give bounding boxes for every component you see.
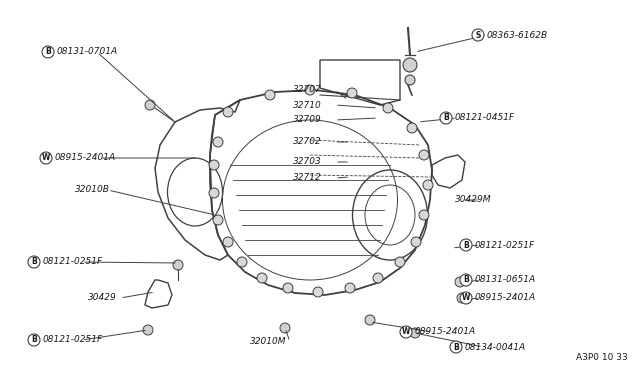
Circle shape bbox=[455, 277, 465, 287]
Text: B: B bbox=[463, 241, 469, 250]
Text: 32702: 32702 bbox=[293, 138, 322, 147]
Circle shape bbox=[237, 257, 247, 267]
Circle shape bbox=[460, 292, 472, 304]
Text: 30429M: 30429M bbox=[455, 196, 492, 205]
Text: 08915-2401A: 08915-2401A bbox=[55, 154, 116, 163]
Circle shape bbox=[419, 150, 429, 160]
Circle shape bbox=[283, 283, 293, 293]
Circle shape bbox=[457, 293, 467, 303]
Text: B: B bbox=[31, 257, 37, 266]
Text: B: B bbox=[453, 343, 459, 352]
Circle shape bbox=[280, 323, 290, 333]
Text: 08915-2401A: 08915-2401A bbox=[415, 327, 476, 337]
Circle shape bbox=[223, 237, 233, 247]
Circle shape bbox=[28, 334, 40, 346]
Text: B: B bbox=[443, 113, 449, 122]
Text: 08121-0251F: 08121-0251F bbox=[475, 241, 535, 250]
Text: 08121-0451F: 08121-0451F bbox=[455, 113, 515, 122]
Circle shape bbox=[213, 137, 223, 147]
Circle shape bbox=[145, 100, 155, 110]
Text: 08915-2401A: 08915-2401A bbox=[475, 294, 536, 302]
Text: W: W bbox=[402, 327, 410, 337]
Text: 08131-0651A: 08131-0651A bbox=[475, 276, 536, 285]
Circle shape bbox=[40, 152, 52, 164]
Circle shape bbox=[313, 287, 323, 297]
Circle shape bbox=[365, 315, 375, 325]
Text: 32712: 32712 bbox=[293, 173, 322, 183]
Text: 32703: 32703 bbox=[293, 157, 322, 167]
Circle shape bbox=[173, 260, 183, 270]
Text: 08121-0251F: 08121-0251F bbox=[43, 257, 103, 266]
Text: A3P0 10 33: A3P0 10 33 bbox=[576, 353, 628, 362]
Circle shape bbox=[28, 256, 40, 268]
Text: W: W bbox=[42, 154, 50, 163]
Circle shape bbox=[265, 90, 275, 100]
Circle shape bbox=[373, 273, 383, 283]
Text: 08363-6162B: 08363-6162B bbox=[487, 31, 548, 39]
Text: B: B bbox=[31, 336, 37, 344]
Text: 32010M: 32010M bbox=[250, 337, 287, 346]
Text: 08131-0701A: 08131-0701A bbox=[57, 48, 118, 57]
Circle shape bbox=[407, 123, 417, 133]
Circle shape bbox=[400, 326, 412, 338]
Circle shape bbox=[143, 325, 153, 335]
Circle shape bbox=[305, 85, 315, 95]
Text: W: W bbox=[462, 294, 470, 302]
Circle shape bbox=[460, 274, 472, 286]
Text: 32710: 32710 bbox=[293, 100, 322, 109]
Circle shape bbox=[209, 160, 219, 170]
Text: 08121-0251F: 08121-0251F bbox=[43, 336, 103, 344]
Circle shape bbox=[209, 188, 219, 198]
Circle shape bbox=[347, 88, 357, 98]
Text: S: S bbox=[476, 31, 481, 39]
Circle shape bbox=[440, 112, 452, 124]
Text: 32709: 32709 bbox=[293, 115, 322, 125]
Circle shape bbox=[410, 328, 420, 338]
Text: B: B bbox=[45, 48, 51, 57]
Circle shape bbox=[423, 180, 433, 190]
Circle shape bbox=[411, 237, 421, 247]
Text: B: B bbox=[463, 276, 469, 285]
Circle shape bbox=[223, 107, 233, 117]
Text: 32010B: 32010B bbox=[75, 186, 110, 195]
Circle shape bbox=[450, 341, 462, 353]
Circle shape bbox=[383, 103, 393, 113]
Circle shape bbox=[405, 75, 415, 85]
Circle shape bbox=[460, 239, 472, 251]
Text: 08134-0041A: 08134-0041A bbox=[465, 343, 526, 352]
Circle shape bbox=[472, 29, 484, 41]
Circle shape bbox=[42, 46, 54, 58]
Circle shape bbox=[395, 257, 405, 267]
Text: 32707: 32707 bbox=[293, 86, 322, 94]
Circle shape bbox=[257, 273, 267, 283]
Circle shape bbox=[403, 58, 417, 72]
Text: 30429: 30429 bbox=[88, 294, 116, 302]
Circle shape bbox=[213, 215, 223, 225]
Circle shape bbox=[419, 210, 429, 220]
Circle shape bbox=[345, 283, 355, 293]
